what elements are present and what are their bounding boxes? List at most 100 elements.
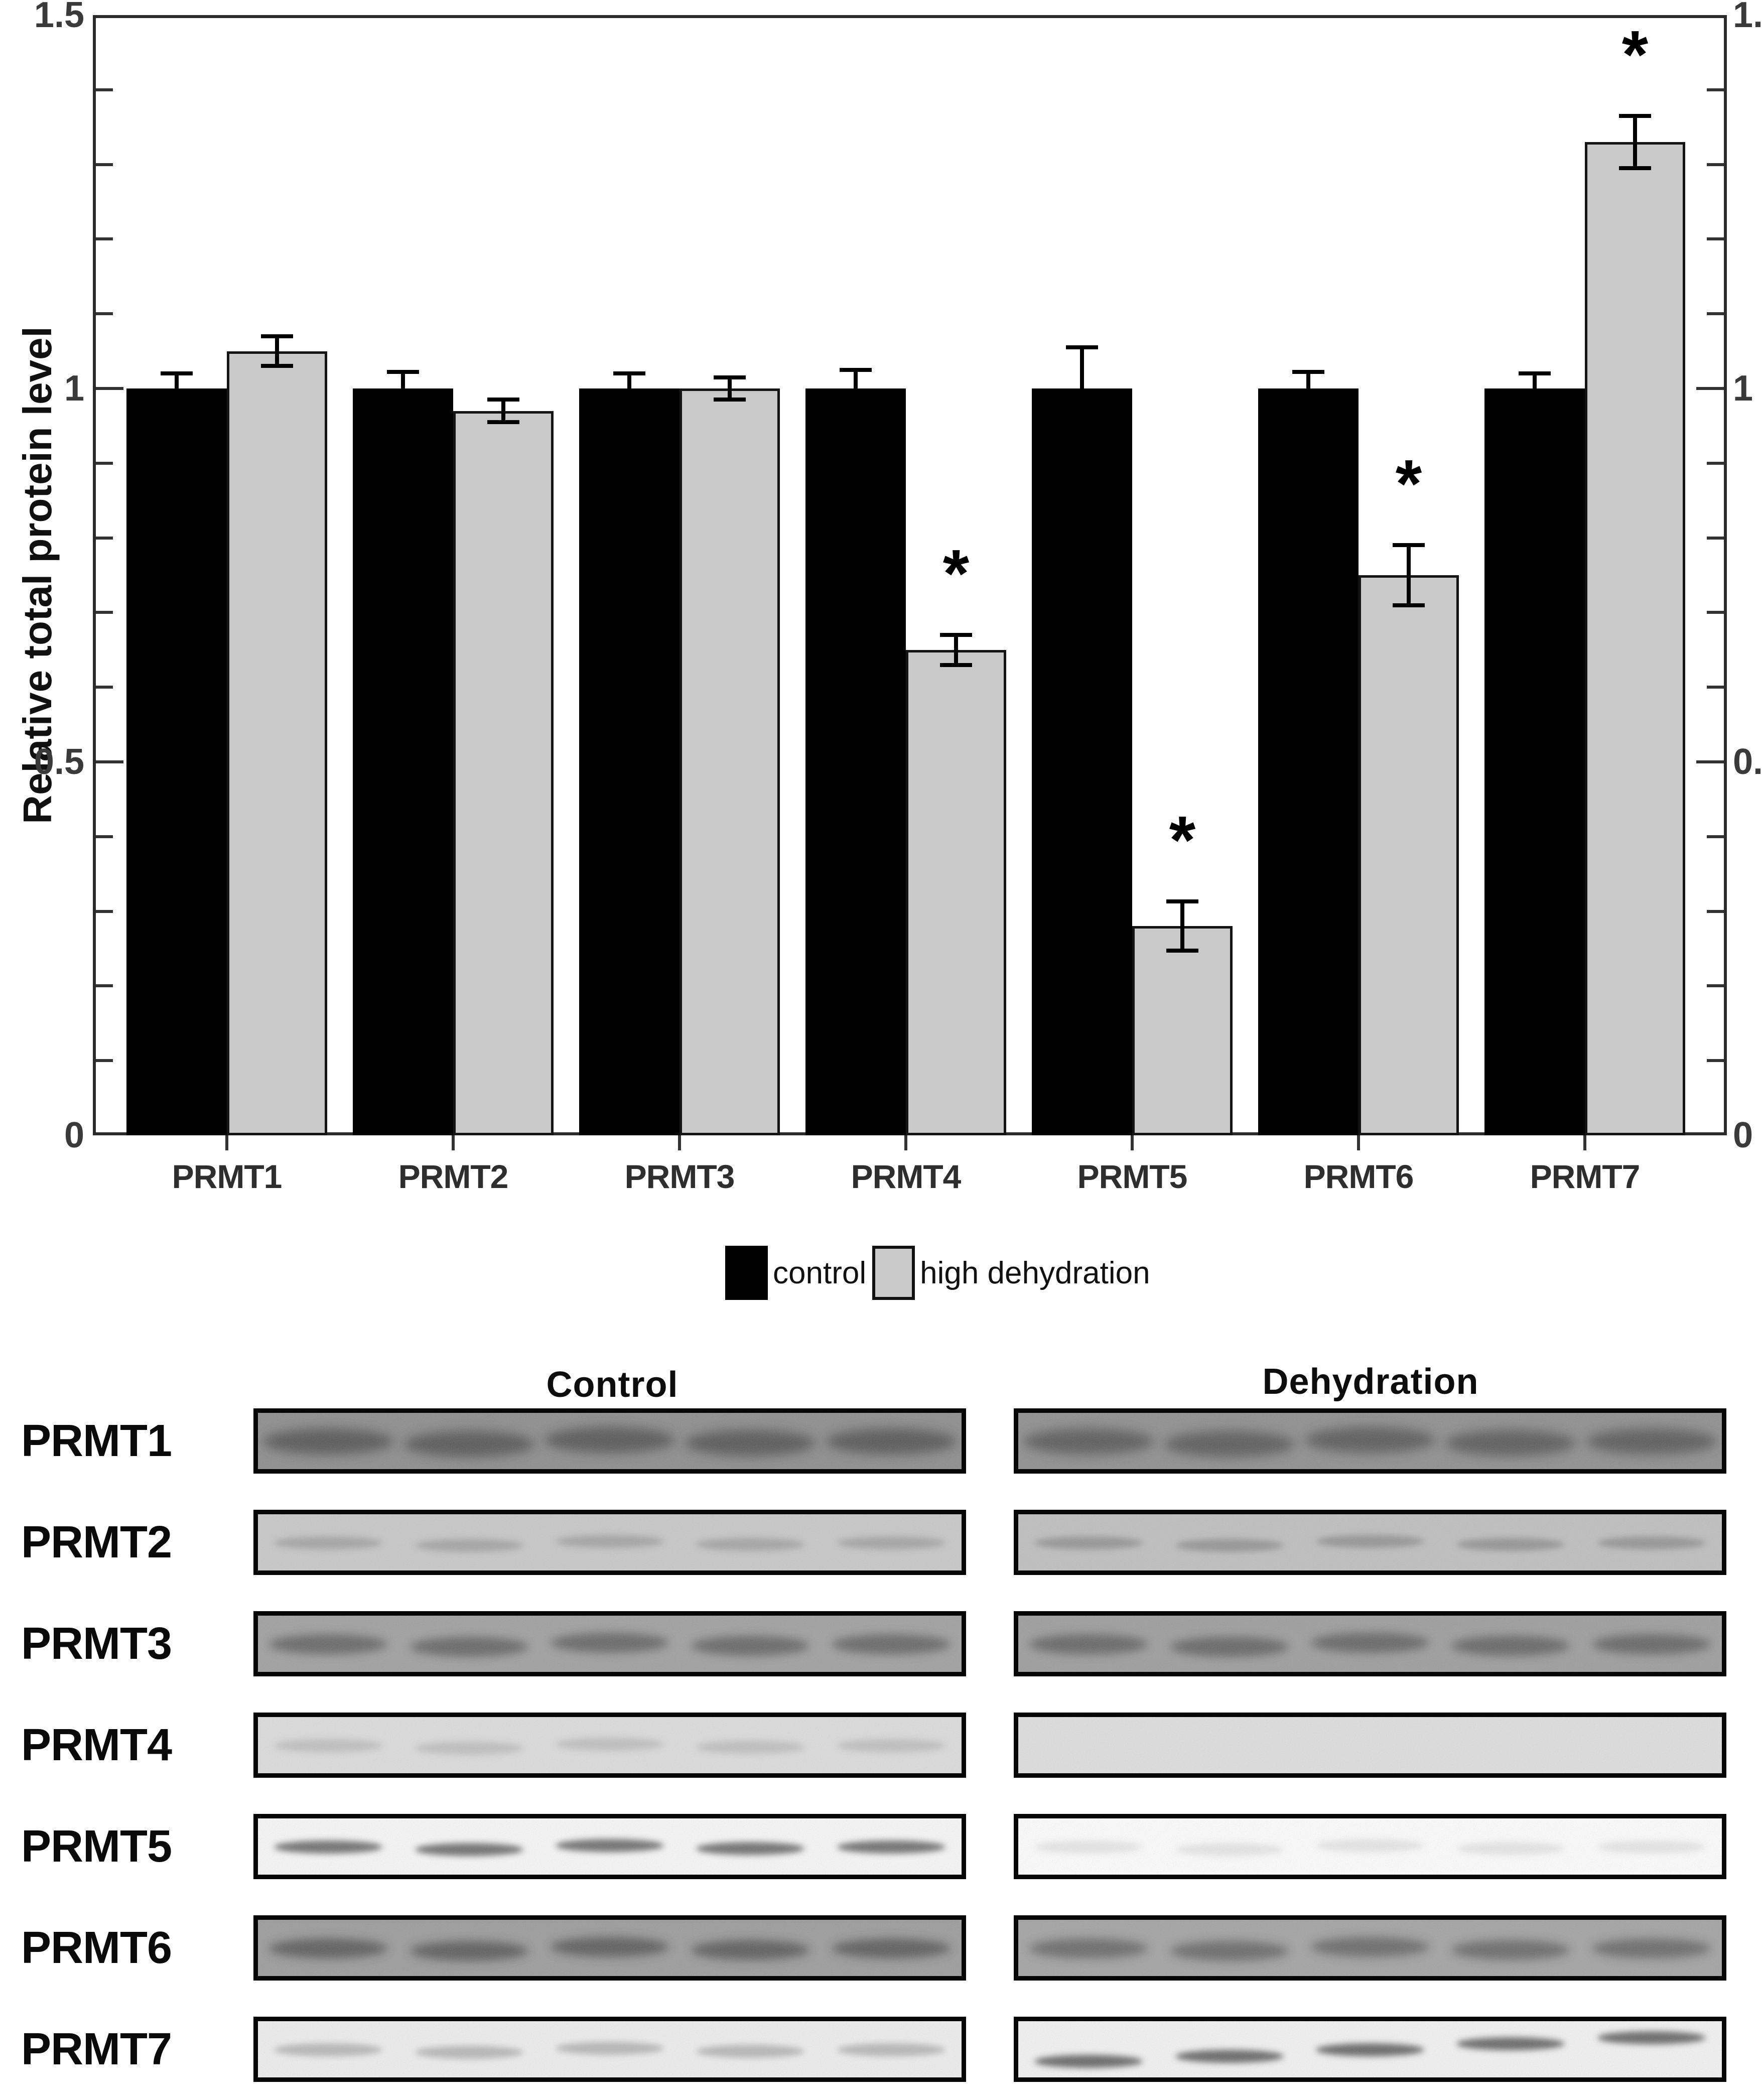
bar-dehydration-prmt7: [1585, 142, 1685, 1135]
x-axis-tick: [452, 1133, 455, 1150]
error-bar-cap: [1519, 371, 1551, 376]
error-bar-cap: [613, 401, 645, 406]
x-category-label: PRMT5: [1077, 1158, 1188, 1195]
y-axis-tick: [96, 88, 113, 91]
y-axis-tick: [96, 1059, 113, 1063]
error-bar-cap: [1619, 113, 1651, 118]
error-bar-cap: [1292, 370, 1324, 374]
blot-prmt4-control: [253, 1713, 966, 1778]
error-bar: [627, 373, 631, 404]
blot-prmt1-dehydration: [1014, 1408, 1726, 1474]
y-axis-tick: [96, 760, 123, 763]
y-axis-tick: [96, 536, 113, 540]
y-tick-label-left: 1: [64, 368, 84, 409]
blot-prmt2-dehydration: [1014, 1510, 1726, 1575]
blot-prmt3-control: [253, 1611, 966, 1676]
significance-asterisk: *: [942, 536, 970, 612]
x-category-label: PRMT3: [624, 1158, 735, 1195]
error-bar-cap: [1393, 543, 1425, 548]
blot-row-label-prmt7: PRMT7: [21, 2024, 172, 2074]
y-axis-tick: [1707, 163, 1724, 166]
y-axis-tick: [1707, 984, 1724, 988]
y-axis-tick: [1707, 536, 1724, 540]
error-bar-cap: [261, 334, 293, 338]
blot-prmt5-control: [253, 1814, 966, 1879]
error-bar-cap: [714, 375, 746, 379]
blot-prmt1-dehydration-image: [1018, 1413, 1722, 1469]
blot-prmt7-control-image: [258, 2021, 962, 2077]
y-axis-tick: [1707, 835, 1724, 838]
y-axis-title: Relative total protein level: [15, 326, 60, 824]
y-tick-label-right: 0: [1733, 1115, 1753, 1155]
bar-dehydration-prmt5: [1132, 926, 1233, 1135]
blot-prmt4-control-image: [258, 1717, 962, 1773]
y-axis-tick: [96, 909, 113, 913]
error-bar-cap: [161, 371, 193, 376]
bar-dehydration-prmt1: [227, 351, 327, 1135]
y-axis-tick: [1707, 909, 1724, 913]
blot-header-control: Control: [546, 1365, 679, 1405]
legend-label-control: control: [773, 1255, 867, 1290]
blot-row-label-prmt3: PRMT3: [21, 1619, 172, 1669]
bar-control-prmt7: [1484, 388, 1585, 1135]
y-axis-tick: [1696, 387, 1724, 390]
y-axis-tick: [96, 237, 113, 241]
x-category-label: PRMT2: [398, 1158, 509, 1195]
x-category-label: PRMT6: [1303, 1158, 1414, 1195]
error-bar-cap: [613, 371, 645, 376]
blot-prmt2-control: [253, 1510, 966, 1575]
y-tick-label-left: 1.5: [34, 0, 84, 35]
y-axis-tick: [1707, 686, 1724, 689]
y-axis-tick: [1707, 88, 1724, 91]
blot-prmt4-dehydration: [1014, 1713, 1726, 1778]
bar-control-prmt6: [1258, 388, 1359, 1135]
x-axis-tick: [225, 1133, 228, 1150]
blot-prmt1-control: [253, 1408, 966, 1474]
error-bar-cap: [714, 398, 746, 402]
bar-dehydration-prmt3: [680, 388, 780, 1135]
error-bar: [1533, 373, 1537, 404]
y-axis-tick: [96, 312, 113, 316]
y-tick-label-left: 0.5: [34, 742, 84, 782]
error-bar: [1080, 347, 1084, 430]
bar-dehydration-prmt6: [1359, 575, 1459, 1135]
error-bar: [1407, 545, 1411, 605]
bar-dehydration-prmt4: [906, 649, 1006, 1135]
chart-legend: control high dehydration: [725, 1246, 1153, 1300]
legend-swatch-control: [725, 1246, 768, 1300]
x-axis-tick: [1131, 1133, 1134, 1150]
blot-prmt5-dehydration-image: [1018, 1818, 1722, 1875]
error-bar-cap: [1619, 166, 1651, 171]
blot-row-label-prmt2: PRMT2: [21, 1517, 172, 1567]
bar-control-prmt5: [1032, 388, 1132, 1135]
y-axis-tick: [96, 387, 123, 390]
y-axis-tick: [96, 686, 113, 689]
blot-panel: Control Dehydration PRMT1 PRMT2 PRMT3 PRMT4…: [0, 1305, 1762, 2100]
y-tick-label-right: 1.5: [1733, 0, 1762, 35]
significance-asterisk: *: [1169, 802, 1196, 878]
error-bar: [728, 377, 732, 400]
bar-control-prmt2: [353, 388, 453, 1135]
error-bar-cap: [1066, 427, 1098, 432]
x-axis-tick: [678, 1133, 681, 1150]
error-bar: [275, 336, 279, 366]
x-category-label: PRMT4: [851, 1158, 962, 1195]
bar-chart: Relative total protein level control hig…: [15, 0, 1762, 1300]
blot-row-label-prmt4: PRMT4: [21, 1720, 172, 1770]
error-bar-cap: [840, 405, 872, 410]
blot-prmt2-control-image: [258, 1514, 962, 1570]
error-bar: [854, 369, 858, 408]
error-bar-cap: [1519, 401, 1551, 406]
error-bar-cap: [1066, 345, 1098, 350]
y-axis-tick: [1707, 237, 1724, 241]
legend-label-high-dehydration: high dehydration: [920, 1255, 1150, 1290]
y-axis-tick: [96, 163, 113, 166]
blot-prmt3-dehydration-image: [1018, 1616, 1722, 1672]
blot-row-label-prmt6: PRMT6: [21, 1923, 172, 1973]
blot-prmt7-dehydration: [1014, 2017, 1726, 2082]
error-bar-cap: [940, 633, 972, 637]
blot-prmt7-control: [253, 2017, 966, 2082]
bar-control-prmt4: [805, 388, 906, 1135]
blot-prmt5-dehydration: [1014, 1814, 1726, 1879]
